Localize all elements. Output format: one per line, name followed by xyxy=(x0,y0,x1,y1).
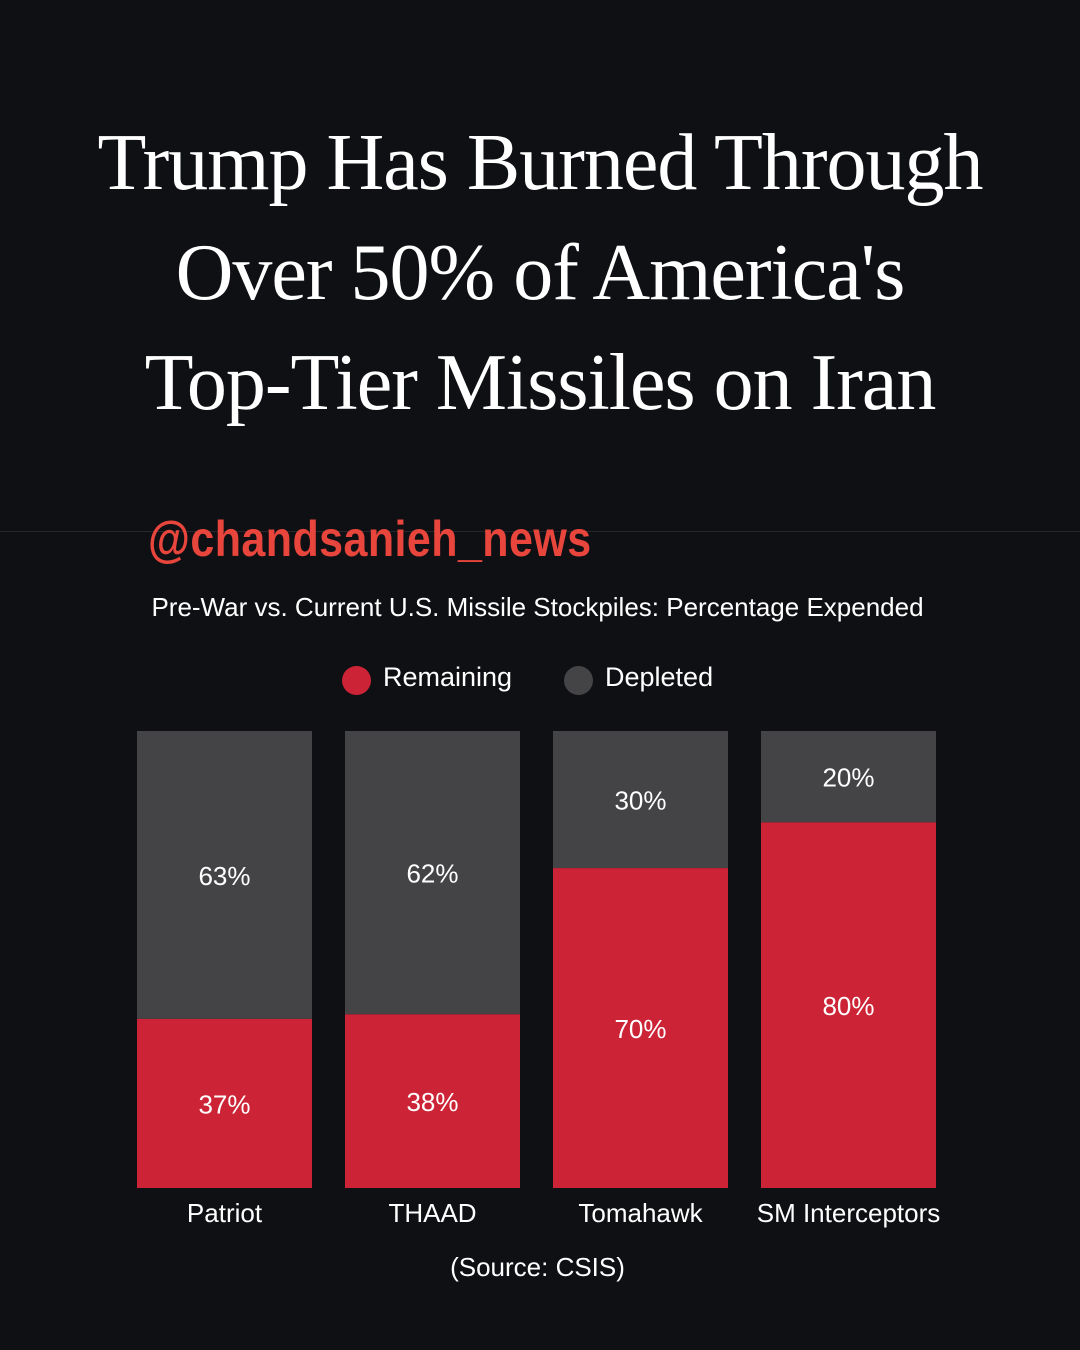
watermark: @chandsanieh_news xyxy=(148,511,592,567)
headline-line-3: Top-Tier Missiles on Iran xyxy=(144,339,937,427)
source-note: (Source: CSIS) xyxy=(450,1252,625,1282)
headline-line-1: Trump Has Burned Through xyxy=(97,119,984,207)
data-label-remaining-tomahawk: 70% xyxy=(614,1014,666,1044)
data-label-depleted-thaad: 62% xyxy=(406,859,458,889)
legend-swatch-depleted xyxy=(564,666,593,695)
data-label-depleted-tomahawk: 30% xyxy=(614,786,666,816)
bar-depleted-patriot xyxy=(137,731,312,1019)
chart-title: Pre-War vs. Current U.S. Missile Stockpi… xyxy=(151,592,924,622)
category-label-tomahawk: Tomahawk xyxy=(578,1198,703,1228)
bar-remaining-patriot xyxy=(137,1018,312,1188)
bar-remaining-thaad xyxy=(345,1014,520,1188)
bar-remaining-sm-interceptors xyxy=(761,822,936,1188)
data-label-depleted-patriot: 63% xyxy=(198,861,250,891)
data-label-remaining-patriot: 37% xyxy=(198,1089,250,1119)
divider xyxy=(0,531,1080,532)
bar-depleted-thaad xyxy=(345,731,520,1015)
category-label-patriot: Patriot xyxy=(187,1198,263,1228)
data-label-remaining-sm-interceptors: 80% xyxy=(822,991,874,1021)
headline: Trump Has Burned Through Over 50% of Ame… xyxy=(40,108,1040,438)
bar-depleted-sm-interceptors xyxy=(761,731,936,823)
stacked-bar-chart: 63% 37% Patriot 62% 38% THAAD 30% 70% Tomahawk 20… xyxy=(137,731,941,1228)
headline-line-2: Over 50% of America's xyxy=(175,229,906,317)
legend-swatch-remaining xyxy=(342,666,371,695)
legend-label-remaining: Remaining xyxy=(383,662,513,692)
legend-label-depleted: Depleted xyxy=(605,662,714,692)
category-label-thaad: THAAD xyxy=(388,1198,476,1228)
bar-depleted-tomahawk xyxy=(553,731,728,869)
bar-remaining-tomahawk xyxy=(553,868,728,1188)
data-label-remaining-thaad: 38% xyxy=(406,1087,458,1117)
category-label-sm-interceptors: SM Interceptors xyxy=(757,1198,941,1228)
data-label-depleted-sm-interceptors: 20% xyxy=(822,763,874,793)
